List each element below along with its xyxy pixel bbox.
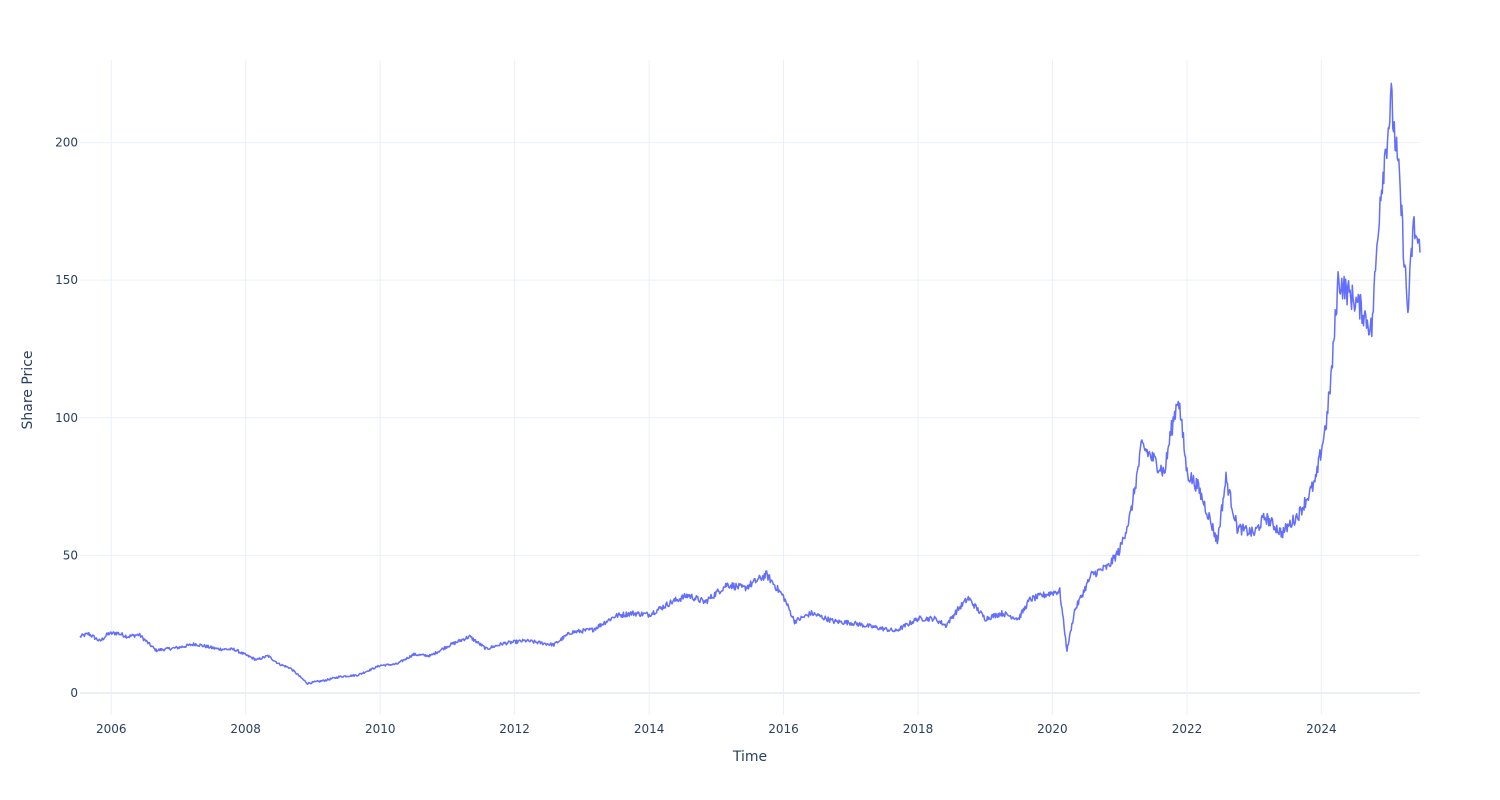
x-tick-label: 2024	[1306, 722, 1337, 736]
y-tick-label: 50	[63, 548, 78, 562]
x-axis-title: Time	[732, 749, 767, 765]
x-tick-label: 2006	[96, 722, 127, 736]
y-axis-title: Share Price	[20, 350, 36, 429]
y-tick-label: 200	[55, 136, 78, 150]
x-tick-label: 2016	[768, 722, 799, 736]
x-tick-label: 2008	[230, 722, 261, 736]
x-tick-label: 2010	[365, 722, 396, 736]
x-gridlines	[110, 60, 1322, 715]
y-tick-label: 0	[70, 686, 78, 700]
price-series-line	[79, 82, 1421, 685]
y-gridlines	[80, 142, 1420, 694]
y-tick-labels: 0 50 100 150 200	[55, 136, 78, 700]
x-tick-labels: 2006 2008 2010 2012 2014 2016 2018 2020 2022 2024	[96, 722, 1337, 736]
x-tick-label: 2018	[903, 722, 934, 736]
x-tick-label: 2012	[499, 722, 530, 736]
series-layer	[79, 82, 1421, 685]
y-tick-label: 100	[55, 411, 78, 425]
x-tick-label: 2020	[1037, 722, 1068, 736]
x-tick-label: 2014	[634, 722, 665, 736]
x-tick-label: 2022	[1172, 722, 1203, 736]
y-tick-label: 150	[55, 273, 78, 287]
